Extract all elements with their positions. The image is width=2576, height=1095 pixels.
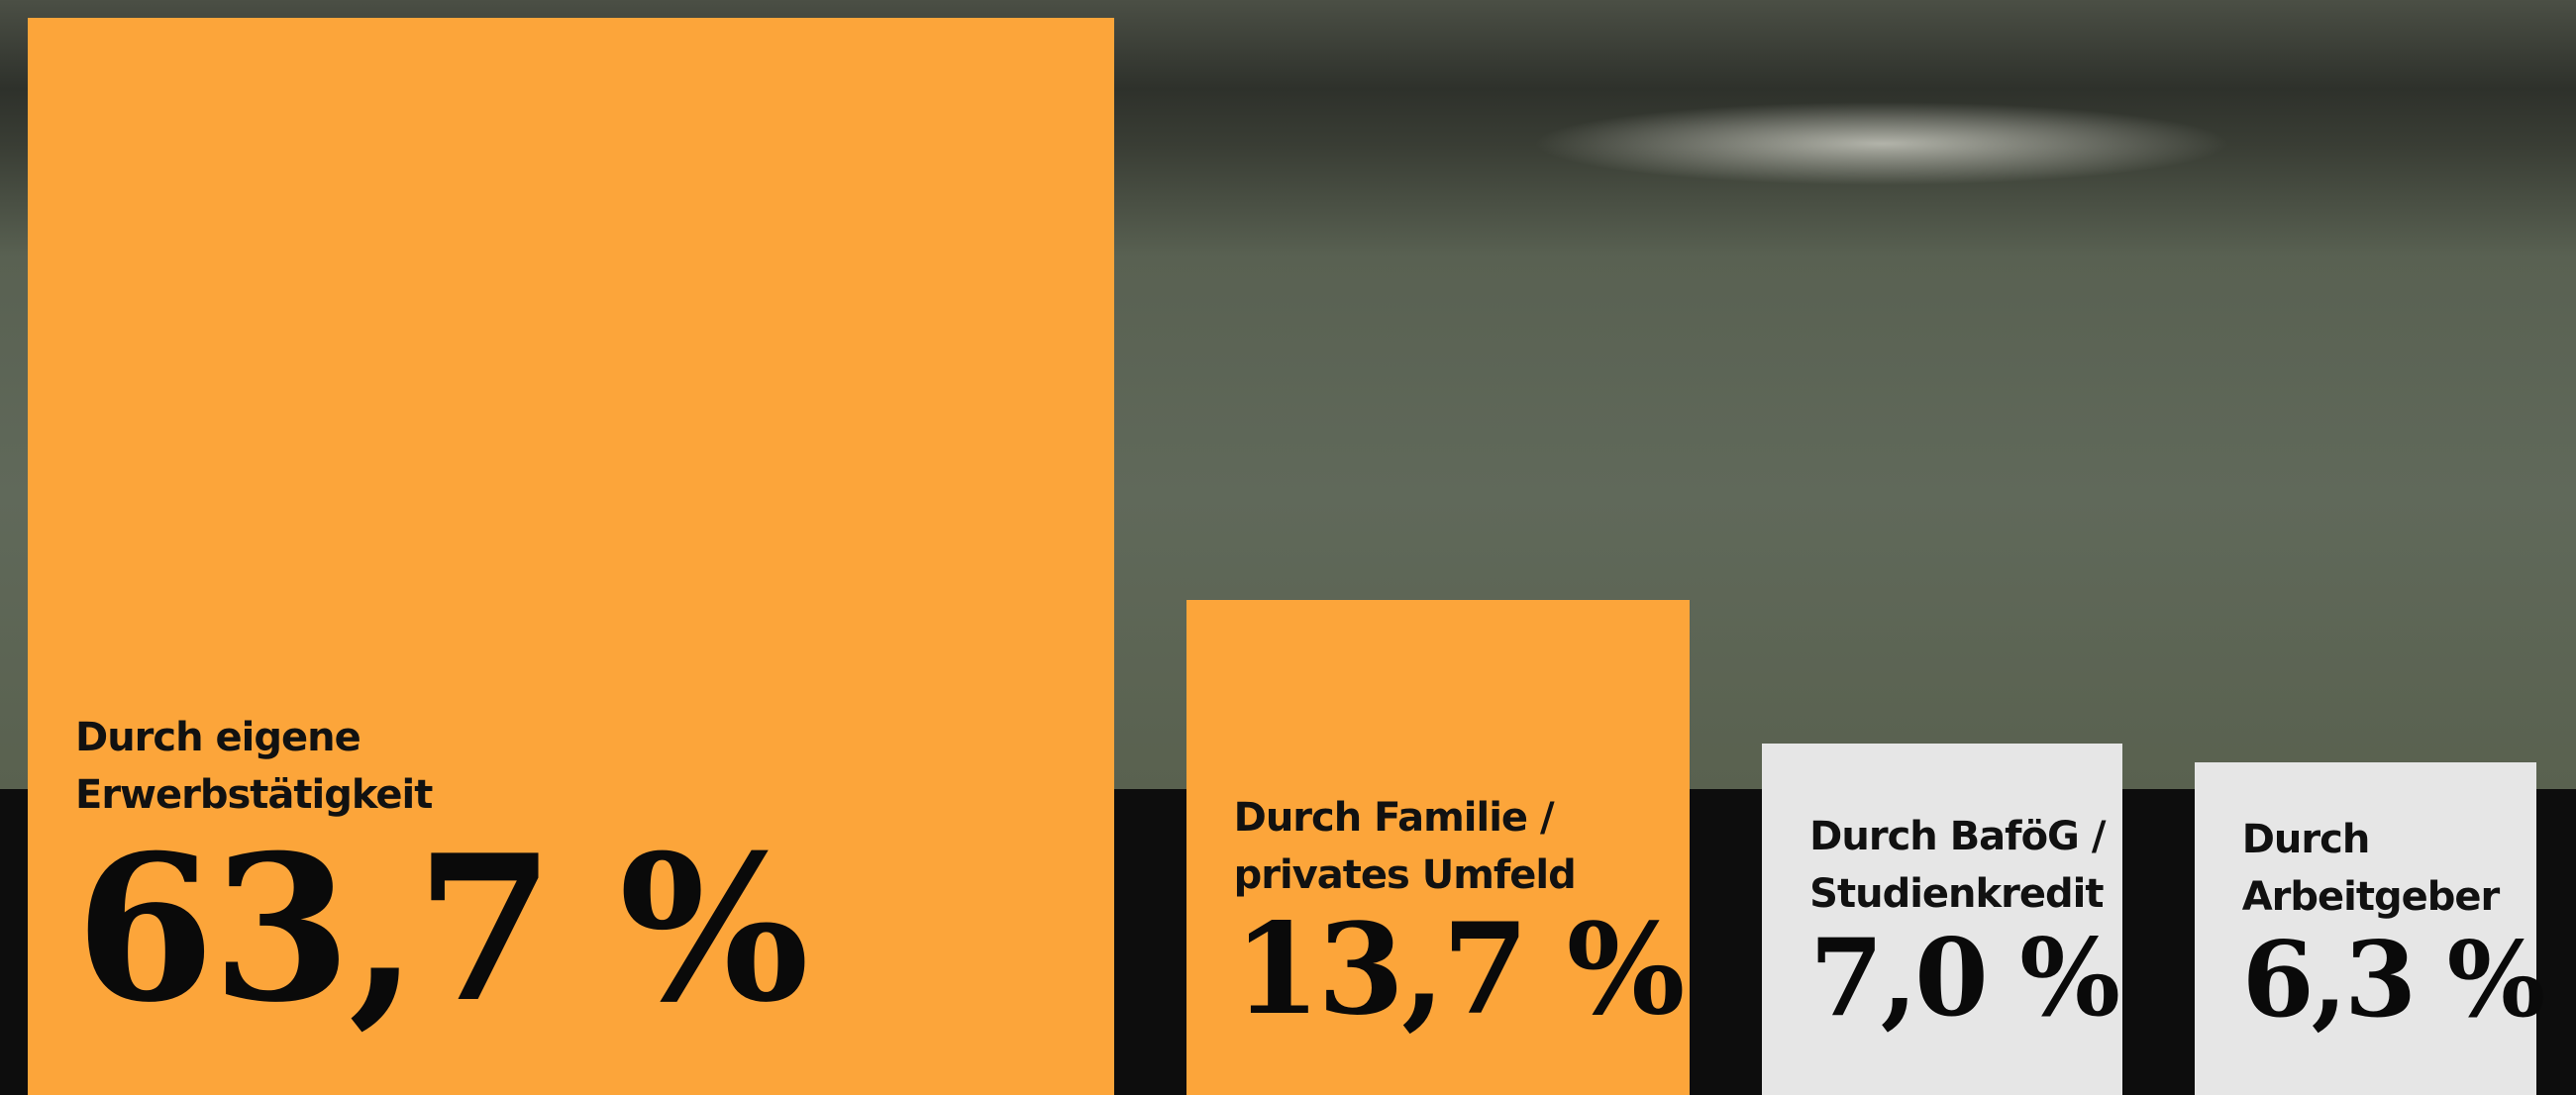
- category-label: Durch Familie / privates Umfeld: [1234, 789, 1691, 904]
- value-label: 63,7 %: [75, 824, 1114, 1035]
- category-label: Durch BaföG / Studienkredit: [1809, 808, 2122, 923]
- category-label: Durch Arbeitgeber: [2242, 811, 2536, 926]
- value-label: 6,3 %: [2242, 926, 2536, 1035]
- value-label: 7,0 %: [1809, 923, 2122, 1035]
- infographic: Durch eigene Erwerbstätigkeit63,7 %Durch…: [0, 0, 2576, 1095]
- value-label: 13,7 %: [1234, 904, 1691, 1035]
- category-label: Durch eigene Erwerbstätigkeit: [75, 709, 1114, 824]
